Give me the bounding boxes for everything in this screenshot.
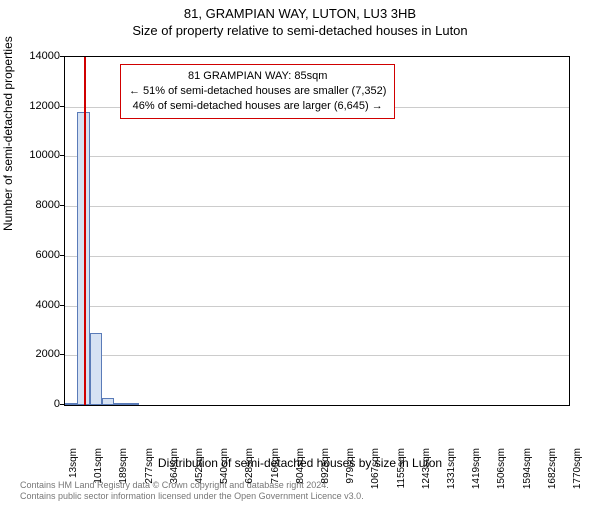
y-tick-mark xyxy=(60,354,64,355)
y-tick-mark xyxy=(60,155,64,156)
y-tick-label: 8000 xyxy=(10,199,60,211)
x-tick-label: 716sqm xyxy=(270,448,281,498)
y-tick-mark xyxy=(60,56,64,57)
histogram-bar xyxy=(65,403,77,405)
histogram-bar xyxy=(102,398,114,405)
x-tick-label: 979sqm xyxy=(345,448,356,498)
y-tick-label: 0 xyxy=(10,398,60,410)
y-tick-mark xyxy=(60,404,64,405)
info-line: ← 51% of semi-detached houses are smalle… xyxy=(129,84,386,99)
gridline xyxy=(65,306,569,307)
info-line: 81 GRAMPIAN WAY: 85sqm xyxy=(129,69,386,84)
y-tick-mark xyxy=(60,305,64,306)
y-tick-mark xyxy=(60,106,64,107)
x-tick-label: 1243sqm xyxy=(421,448,432,498)
property-marker-line xyxy=(84,57,86,405)
histogram-bar xyxy=(114,403,126,405)
x-tick-label: 101sqm xyxy=(93,448,104,498)
gridline xyxy=(65,256,569,257)
x-tick-label: 1770sqm xyxy=(572,448,583,498)
gridline xyxy=(65,206,569,207)
x-tick-label: 628sqm xyxy=(244,448,255,498)
x-tick-label: 1331sqm xyxy=(446,448,457,498)
gridline xyxy=(65,156,569,157)
y-tick-mark xyxy=(60,205,64,206)
property-info-box: 81 GRAMPIAN WAY: 85sqm← 51% of semi-deta… xyxy=(120,64,395,119)
y-tick-label: 10000 xyxy=(10,149,60,161)
x-tick-label: 1419sqm xyxy=(471,448,482,498)
x-tick-label: 277sqm xyxy=(144,448,155,498)
y-tick-mark xyxy=(60,255,64,256)
histogram-bar xyxy=(127,403,139,405)
x-tick-label: 892sqm xyxy=(320,448,331,498)
y-tick-label: 12000 xyxy=(10,100,60,112)
y-tick-label: 2000 xyxy=(10,348,60,360)
x-tick-label: 1594sqm xyxy=(522,448,533,498)
title-sub: Size of property relative to semi-detach… xyxy=(0,23,600,38)
x-tick-label: 13sqm xyxy=(68,448,79,498)
x-tick-label: 540sqm xyxy=(219,448,230,498)
y-tick-label: 4000 xyxy=(10,299,60,311)
x-tick-label: 804sqm xyxy=(295,448,306,498)
histogram-bar xyxy=(90,333,102,405)
x-tick-label: 1067sqm xyxy=(370,448,381,498)
x-tick-label: 1682sqm xyxy=(547,448,558,498)
gridline xyxy=(65,355,569,356)
y-tick-label: 6000 xyxy=(10,249,60,261)
x-tick-label: 189sqm xyxy=(118,448,129,498)
x-tick-label: 452sqm xyxy=(194,448,205,498)
info-line: 46% of semi-detached houses are larger (… xyxy=(129,99,386,114)
x-tick-label: 364sqm xyxy=(169,448,180,498)
x-tick-label: 1155sqm xyxy=(396,448,407,498)
y-tick-label: 14000 xyxy=(10,50,60,62)
x-tick-label: 1506sqm xyxy=(496,448,507,498)
title-main: 81, GRAMPIAN WAY, LUTON, LU3 3HB xyxy=(0,6,600,21)
